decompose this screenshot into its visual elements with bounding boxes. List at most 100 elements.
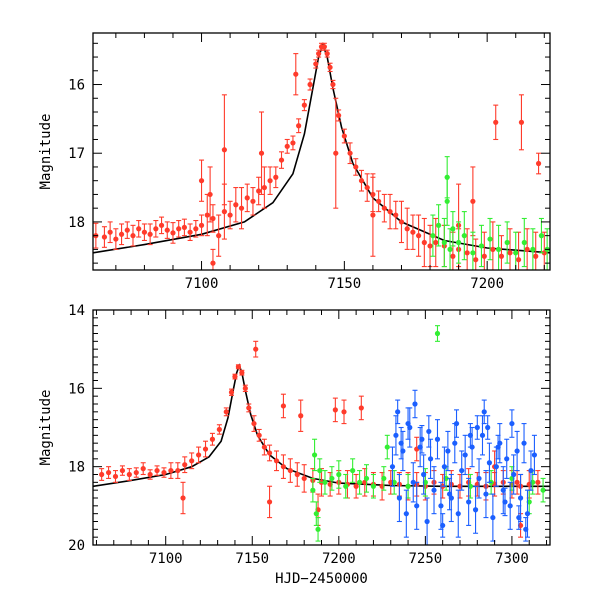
data-point-green bbox=[322, 470, 328, 495]
data-point-blue bbox=[485, 415, 491, 440]
data-point-blue bbox=[481, 399, 487, 425]
data-point-red bbox=[202, 440, 209, 458]
data-point-red bbox=[198, 159, 205, 202]
data-point-green bbox=[384, 434, 390, 460]
data-point-red bbox=[273, 450, 280, 472]
data-point-red bbox=[210, 204, 216, 233]
data-point-red bbox=[113, 228, 119, 250]
data-point-red bbox=[358, 395, 364, 421]
data-point-red bbox=[147, 223, 153, 246]
data-point-red bbox=[535, 470, 541, 495]
data-point-red bbox=[416, 214, 422, 257]
x-tick-label: 7250 bbox=[409, 551, 443, 567]
data-point-blue bbox=[493, 446, 499, 487]
data-point-red bbox=[235, 364, 242, 370]
data-point-red bbox=[154, 465, 160, 476]
data-point-red bbox=[223, 407, 229, 417]
data-point-red bbox=[376, 190, 382, 213]
data-point-green bbox=[434, 325, 441, 342]
data-point-red bbox=[216, 424, 222, 435]
bottom-panel-ylabel: Magnitude bbox=[38, 390, 54, 466]
data-point-red bbox=[168, 462, 174, 479]
data-point-red bbox=[284, 138, 290, 154]
data-point-red bbox=[358, 169, 365, 192]
data-point-blue bbox=[453, 409, 460, 438]
data-point-red bbox=[535, 152, 542, 175]
data-point-blue bbox=[486, 442, 493, 483]
data-point-red bbox=[324, 49, 330, 58]
data-point-blue bbox=[424, 497, 430, 545]
data-point-red bbox=[126, 468, 132, 481]
data-point-green bbox=[450, 211, 456, 247]
data-point-green bbox=[343, 473, 349, 499]
data-point-red bbox=[301, 464, 307, 493]
data-point-blue bbox=[509, 409, 515, 438]
data-point-red bbox=[233, 187, 239, 223]
data-point-blue bbox=[431, 466, 437, 515]
data-point-red bbox=[250, 187, 256, 216]
data-point-red bbox=[336, 109, 342, 122]
data-point-red bbox=[147, 469, 153, 480]
data-point-green bbox=[470, 231, 476, 270]
data-point-green bbox=[441, 217, 447, 268]
data-point-red bbox=[278, 151, 285, 169]
data-point-red bbox=[267, 166, 273, 195]
data-point-red bbox=[330, 79, 336, 90]
x-tick-label: 7150 bbox=[235, 551, 269, 567]
data-point-red bbox=[221, 94, 227, 206]
x-tick-label: 7100 bbox=[185, 276, 219, 292]
data-point-blue bbox=[405, 407, 411, 440]
data-point-red bbox=[261, 166, 267, 209]
data-point-red bbox=[175, 462, 181, 479]
data-point-blue bbox=[441, 446, 448, 487]
y-tick-label: 20 bbox=[68, 538, 85, 554]
data-point-green bbox=[350, 458, 356, 483]
data-point-red bbox=[290, 135, 296, 151]
data-point-red bbox=[414, 436, 420, 462]
data-point-blue bbox=[472, 485, 479, 534]
data-point-red bbox=[266, 485, 273, 519]
series-blue bbox=[389, 389, 538, 545]
data-point-red bbox=[251, 415, 257, 432]
bottom-panel-xlabel: HJD−2450000 bbox=[275, 571, 368, 587]
data-point-red bbox=[490, 221, 496, 270]
data-point-blue bbox=[459, 450, 465, 491]
data-point-green bbox=[504, 221, 510, 264]
data-point-green bbox=[336, 460, 342, 489]
data-point-red bbox=[118, 223, 125, 246]
data-point-red bbox=[427, 224, 433, 268]
data-point-red bbox=[158, 216, 165, 235]
data-point-blue bbox=[403, 489, 409, 538]
data-point-blue bbox=[495, 434, 501, 460]
bottom-panel: 7100 7150 7200 7250 7300 14 16 18 20 Magnitude H… bbox=[38, 303, 551, 587]
data-point-green bbox=[530, 228, 536, 270]
data-point-red bbox=[244, 183, 250, 213]
data-point-red bbox=[421, 217, 427, 268]
data-point-red bbox=[364, 173, 370, 202]
data-point-green bbox=[311, 438, 318, 472]
data-point-red bbox=[112, 470, 119, 483]
data-point-red bbox=[182, 456, 188, 474]
data-point-blue bbox=[395, 399, 401, 425]
data-point-red bbox=[433, 217, 439, 268]
data-point-green bbox=[329, 466, 335, 491]
data-point-green bbox=[430, 214, 436, 257]
data-point-red bbox=[119, 465, 126, 476]
top-panel-marks bbox=[93, 42, 550, 270]
y-tick-label: 17 bbox=[68, 146, 85, 162]
data-point-red bbox=[99, 468, 105, 481]
data-point-blue bbox=[445, 430, 451, 472]
data-point-red bbox=[261, 438, 267, 456]
x-tick-label: 7200 bbox=[322, 551, 356, 567]
data-point-blue bbox=[476, 458, 482, 499]
data-point-red bbox=[404, 207, 410, 250]
data-point-red bbox=[107, 221, 113, 244]
data-point-red bbox=[293, 53, 299, 96]
data-point-red bbox=[232, 373, 238, 380]
series-red bbox=[93, 42, 547, 270]
data-point-green bbox=[444, 156, 450, 199]
data-point-blue bbox=[462, 434, 468, 476]
data-point-blue bbox=[517, 473, 524, 523]
